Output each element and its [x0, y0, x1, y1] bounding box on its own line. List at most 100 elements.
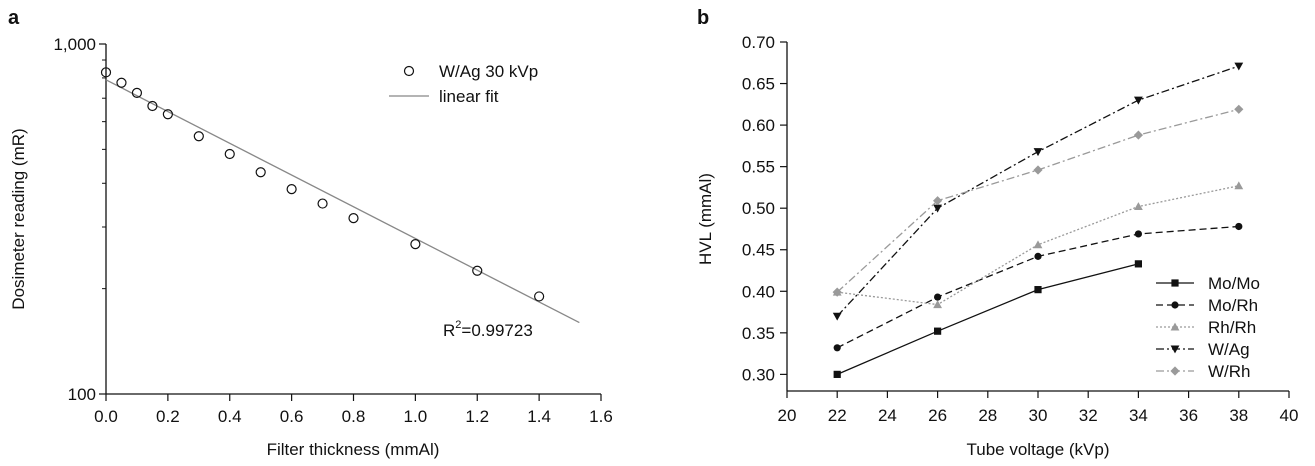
data-point: [833, 344, 841, 352]
data-point: [1034, 286, 1042, 294]
series-line-w-rh: [836, 108, 1239, 293]
panel-b-y-tick-label: 0.70: [742, 33, 775, 52]
panel-b-y-tick-label: 0.45: [742, 241, 775, 260]
panel-b-legend-label: Rh/Rh: [1208, 318, 1256, 337]
series-line-w-ag: [836, 65, 1240, 317]
data-point: [255, 167, 266, 178]
panel-b-x-tick-label: 40: [1280, 406, 1299, 425]
data-point: [224, 148, 235, 160]
panel-b-legend-label: Mo/Rh: [1208, 296, 1258, 315]
data-point: [1134, 230, 1142, 238]
panel-b-x-axis-title: Tube voltage (kVp): [967, 440, 1110, 459]
panel-b-x-tick-label: 20: [778, 406, 797, 425]
panel-b-y-tick-label: 0.55: [742, 158, 775, 177]
panel-a-x-tick-label: 0.0: [94, 407, 118, 426]
panel-b-y-tick-label: 0.40: [742, 282, 775, 301]
linear-fit-line: [105, 79, 580, 324]
data-point: [1033, 165, 1043, 175]
legend-open-circle-marker: [403, 65, 415, 77]
data-point: [410, 239, 421, 250]
panel-a-x-axis-title: Filter thickness (mmAl): [267, 440, 440, 459]
panel-b-y-tick-label: 0.30: [742, 365, 775, 384]
data-point: [832, 287, 842, 297]
panel-a-x-tick-label: 1.4: [527, 407, 551, 426]
data-point: [1234, 62, 1244, 71]
data-point: [534, 291, 545, 302]
data-point: [1034, 252, 1042, 260]
data-point: [934, 293, 942, 301]
panel-b-x-tick-label: 32: [1079, 406, 1098, 425]
data-point: [933, 300, 942, 309]
panel-b-letter: b: [697, 7, 709, 29]
legend-marker: [1171, 301, 1179, 309]
panel-b-x-tick-label: 22: [828, 406, 847, 425]
panel-a-y-tick-label: 100: [68, 385, 96, 404]
panel-a-legend: W/Ag 30 kVp linear fit: [389, 62, 538, 106]
panel-b-x-tick-label: 34: [1129, 406, 1148, 425]
data-point: [116, 77, 127, 88]
panel-b-legend-label: W/Rh: [1208, 362, 1251, 381]
panel-a-x-tick-label: 1.2: [465, 407, 489, 426]
panel-b-y-tick-label: 0.50: [742, 199, 775, 218]
data-point: [1033, 148, 1043, 157]
panel-b-y-tick-label: 0.65: [742, 75, 775, 94]
panel-a-x-tick-label: 0.4: [218, 407, 242, 426]
panel-a-chart: 0.0 0.2 0.4 0.6 0.8 1.0 1.2 1.4 1.6 100 1,000 Fil…: [9, 35, 613, 459]
panel-b-x-tick-label: 24: [878, 406, 897, 425]
data-point: [131, 87, 143, 98]
series-line-mo-mo: [836, 263, 1139, 375]
panel-b-x-tick-label: 36: [1179, 406, 1198, 425]
legend-marker: [1171, 279, 1179, 287]
panel-a-legend-label-0: W/Ag 30 kVp: [439, 62, 538, 81]
panel-b-x-tick-label: 30: [1029, 406, 1048, 425]
panel-a-letter: a: [8, 7, 20, 29]
panel-b-legend-label: Mo/Mo: [1208, 274, 1260, 293]
data-point: [933, 204, 942, 213]
data-point: [147, 100, 158, 112]
r-squared-exponent: 2: [455, 319, 461, 331]
r-squared-base: R: [443, 321, 455, 340]
r-squared-annotation: R2=0.99723: [443, 319, 533, 340]
data-point: [1134, 260, 1142, 268]
data-point: [1234, 181, 1244, 190]
data-point: [100, 67, 112, 78]
panel-a-y-axis-title: Dosimeter reading (mR): [9, 128, 28, 309]
legend-marker: [1170, 366, 1180, 376]
panel-a-x-tick-label: 0.8: [342, 407, 366, 426]
panel-b-y-tick-label: 0.60: [742, 116, 775, 135]
data-point: [832, 312, 842, 321]
legend-marker: [1170, 345, 1180, 354]
data-point: [348, 213, 359, 224]
data-point: [1134, 96, 1143, 105]
panel-a-legend-label-1: linear fit: [439, 87, 499, 106]
data-point: [1134, 202, 1143, 211]
data-point: [286, 183, 297, 195]
panel-a-x-tick-label: 1.0: [404, 407, 428, 426]
data-point: [934, 327, 942, 335]
panel-b-legend: Mo/Mo Mo/Rh Rh/Rh W/Ag W/Rh: [1156, 274, 1260, 381]
panel-a-x-tick-label: 0.2: [156, 407, 180, 426]
panel-b-y-tick-label: 0.35: [742, 324, 775, 343]
panel-b-x-tick-label: 26: [928, 406, 947, 425]
data-point: [1033, 240, 1043, 249]
panel-b-x-tick-label: 38: [1229, 406, 1248, 425]
r-squared-value: =0.99723: [461, 321, 532, 340]
panel-a-x-tick-label: 0.6: [280, 407, 304, 426]
panel-b-x-tick-label: 28: [978, 406, 997, 425]
panel-a-y-tick-label: 1,000: [53, 35, 96, 54]
data-point: [1235, 222, 1243, 231]
legend-marker: [1170, 322, 1180, 331]
data-point: [162, 109, 173, 120]
panel-a-x-tick-label: 1.6: [589, 407, 613, 426]
data-point: [472, 265, 483, 276]
data-point: [193, 131, 204, 142]
data-point: [833, 370, 841, 378]
data-point: [933, 196, 943, 206]
data-point: [317, 198, 328, 209]
data-point: [1234, 104, 1244, 114]
data-point: [1133, 130, 1143, 140]
panel-b-legend-label: W/Ag: [1208, 340, 1250, 359]
panel-b-chart: 20 22 24 26 28 30 32 34 36 38 40 0.30 0.35 0.40 0.45 0…: [696, 33, 1298, 459]
panel-b-y-axis-title: HVL (mmAl): [696, 173, 715, 265]
